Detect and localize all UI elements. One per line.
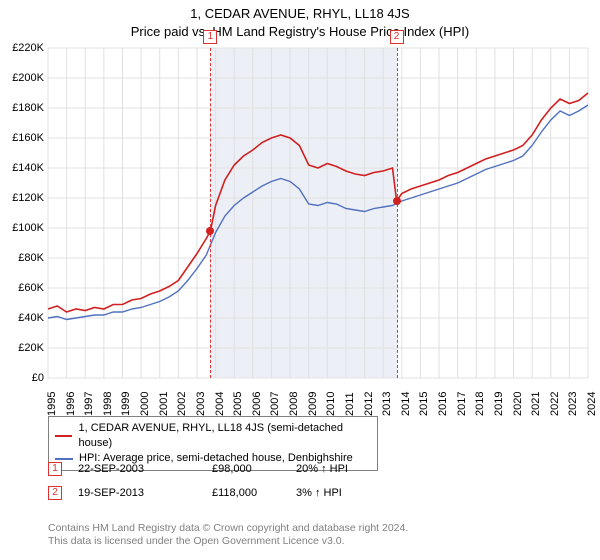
y-axis-tick-label: £120K bbox=[0, 192, 44, 204]
sale-price: £118,000 bbox=[212, 487, 292, 499]
sale-row: 2 19-SEP-2013 £118,000 3% ↑ HPI bbox=[48, 486, 376, 500]
x-axis-tick-label: 2013 bbox=[381, 392, 393, 416]
x-axis-tick-label: 1996 bbox=[65, 392, 77, 416]
legend-swatch bbox=[55, 435, 72, 437]
x-axis-tick-label: 2024 bbox=[586, 392, 598, 416]
x-axis-tick-label: 2011 bbox=[344, 392, 356, 416]
x-axis-tick-label: 2020 bbox=[512, 392, 524, 416]
attribution: Contains HM Land Registry data © Crown c… bbox=[48, 522, 408, 548]
x-axis-tick-label: 2008 bbox=[288, 392, 300, 416]
x-axis-tick-label: 2001 bbox=[158, 392, 170, 416]
chart-title: 1, CEDAR AVENUE, RHYL, LL18 4JS bbox=[0, 0, 600, 21]
y-axis-tick-label: £200K bbox=[0, 72, 44, 84]
legend-item: 1, CEDAR AVENUE, RHYL, LL18 4JS (semi-de… bbox=[55, 421, 371, 451]
sale-dot bbox=[393, 197, 401, 205]
sale-marker-box: 1 bbox=[203, 30, 217, 44]
x-axis-tick-label: 2000 bbox=[139, 392, 151, 416]
attribution-line: Contains HM Land Registry data © Crown c… bbox=[48, 522, 408, 535]
x-axis-tick-label: 1995 bbox=[46, 392, 58, 416]
x-axis-tick-label: 2003 bbox=[195, 392, 207, 416]
x-axis-tick-label: 2017 bbox=[456, 392, 468, 416]
chart-container: 1, CEDAR AVENUE, RHYL, LL18 4JS Price pa… bbox=[0, 0, 600, 560]
x-axis-tick-label: 2005 bbox=[232, 392, 244, 416]
y-axis-tick-label: £0 bbox=[0, 372, 44, 384]
sale-hpi: 20% ↑ HPI bbox=[296, 463, 376, 475]
y-axis-tick-label: £40K bbox=[0, 312, 44, 324]
sale-vline bbox=[397, 48, 398, 378]
chart-svg bbox=[48, 48, 588, 378]
y-axis-tick-label: £100K bbox=[0, 222, 44, 234]
x-axis-tick-label: 2023 bbox=[567, 392, 579, 416]
x-axis-tick-label: 2002 bbox=[176, 392, 188, 416]
y-axis-tick-label: £80K bbox=[0, 252, 44, 264]
chart-subtitle: Price paid vs. HM Land Registry's House … bbox=[0, 21, 600, 39]
y-axis-tick-label: £160K bbox=[0, 132, 44, 144]
sale-date: 19-SEP-2013 bbox=[78, 487, 208, 499]
series-line bbox=[48, 93, 588, 312]
x-axis-tick-label: 2018 bbox=[474, 392, 486, 416]
sale-row: 1 22-SEP-2003 £98,000 20% ↑ HPI bbox=[48, 462, 376, 476]
sale-hpi: 3% ↑ HPI bbox=[296, 487, 376, 499]
x-axis-tick-label: 2021 bbox=[530, 392, 542, 416]
chart-plot-area: 12 bbox=[48, 48, 588, 378]
x-axis-tick-label: 2004 bbox=[214, 392, 226, 416]
x-axis-tick-label: 2015 bbox=[418, 392, 430, 416]
legend-swatch bbox=[55, 458, 73, 460]
x-axis-tick-label: 2007 bbox=[269, 392, 281, 416]
y-axis-tick-label: £140K bbox=[0, 162, 44, 174]
x-axis-tick-label: 1998 bbox=[102, 392, 114, 416]
sale-marker-box: 2 bbox=[390, 30, 404, 44]
x-axis-tick-label: 2016 bbox=[437, 392, 449, 416]
sale-date: 22-SEP-2003 bbox=[78, 463, 208, 475]
sale-marker-icon: 2 bbox=[48, 486, 62, 500]
x-axis-tick-label: 2022 bbox=[549, 392, 561, 416]
y-axis-tick-label: £20K bbox=[0, 342, 44, 354]
x-axis-tick-label: 2019 bbox=[493, 392, 505, 416]
sale-price: £98,000 bbox=[212, 463, 292, 475]
x-axis-tick-label: 1999 bbox=[120, 392, 132, 416]
x-axis-tick-label: 2009 bbox=[307, 392, 319, 416]
attribution-line: This data is licensed under the Open Gov… bbox=[48, 535, 408, 548]
x-axis-tick-label: 2014 bbox=[400, 392, 412, 416]
x-axis-tick-label: 1997 bbox=[83, 392, 95, 416]
x-axis-tick-label: 2012 bbox=[363, 392, 375, 416]
sale-vline bbox=[210, 48, 211, 378]
y-axis-tick-label: £60K bbox=[0, 282, 44, 294]
y-axis-tick-label: £180K bbox=[0, 102, 44, 114]
sale-dot bbox=[206, 227, 214, 235]
sale-marker-icon: 1 bbox=[48, 462, 62, 476]
y-axis-tick-label: £220K bbox=[0, 42, 44, 54]
series-line bbox=[48, 105, 588, 320]
legend-label: 1, CEDAR AVENUE, RHYL, LL18 4JS (semi-de… bbox=[78, 421, 371, 451]
x-axis-tick-label: 2006 bbox=[251, 392, 263, 416]
x-axis-tick-label: 2010 bbox=[325, 392, 337, 416]
